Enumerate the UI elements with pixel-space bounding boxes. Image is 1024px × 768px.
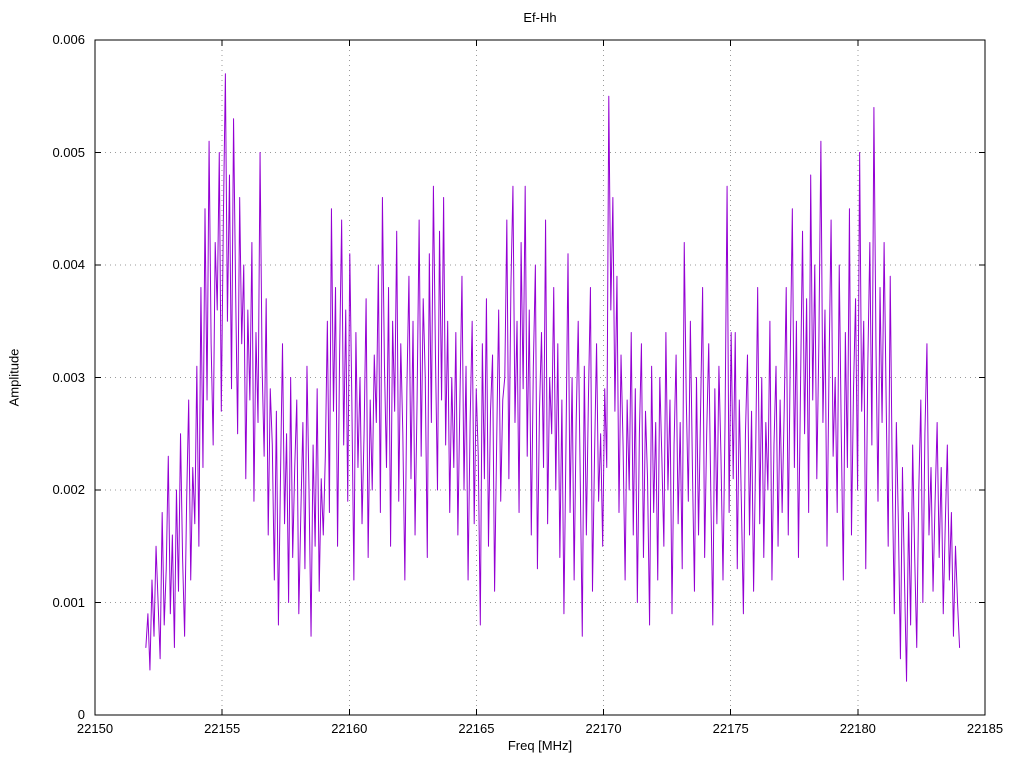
x-tick-label: 22175 (712, 721, 749, 736)
y-tick-label: 0.002 (52, 482, 85, 497)
y-tick-label: 0.004 (52, 257, 85, 272)
x-tick-label: 22155 (204, 721, 241, 736)
chart-title: Ef-Hh (523, 10, 557, 25)
y-tick-label: 0.006 (52, 32, 85, 47)
data-line-Ef-Hh (145, 73, 961, 682)
x-tick-label: 22150 (76, 721, 114, 736)
y-tick-label: 0.003 (52, 369, 85, 385)
x-axis-label: Freq [MHz] (507, 738, 573, 753)
x-tick-label: 22165 (458, 721, 495, 736)
x-tick-label: 22170 (585, 721, 622, 736)
y-tick-label: 0 (77, 707, 85, 722)
y-tick-label: 0.001 (52, 594, 85, 610)
y-axis-label: Amplitude (6, 348, 22, 407)
x-tick-label: 22185 (966, 721, 1004, 736)
x-tick-label: 22180 (839, 721, 876, 736)
y-tick-label: 0.005 (52, 144, 85, 160)
x-tick-label: 22160 (331, 721, 368, 736)
